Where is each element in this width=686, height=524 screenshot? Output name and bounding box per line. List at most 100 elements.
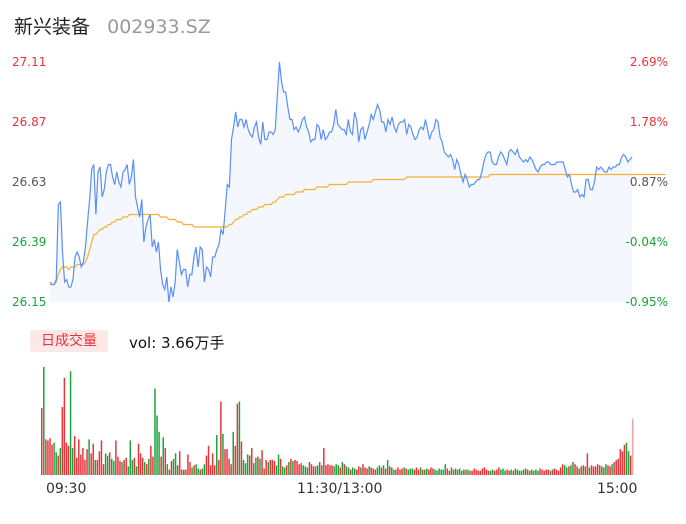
volume-bar [294, 459, 296, 475]
volume-bar [339, 467, 342, 475]
volume-bar [510, 469, 512, 475]
volume-bar [170, 460, 173, 475]
volume-bar [302, 465, 304, 475]
volume-badge-row: 日成交量 [30, 330, 108, 354]
volume-bar [164, 448, 167, 475]
volume-bar [168, 469, 171, 475]
volume-bar [261, 450, 263, 475]
volume-bar [310, 464, 313, 475]
volume-bar [88, 439, 90, 475]
volume-bar [224, 449, 226, 475]
time-label-open: 09:30 [46, 481, 87, 497]
volume-bar [312, 466, 315, 475]
daily-volume-tab[interactable]: 日成交量 [30, 330, 108, 352]
stock-header: 新兴装备 002933.SZ [14, 12, 211, 38]
volume-bar [127, 466, 129, 475]
volume-bar [183, 469, 185, 475]
price-tick-label: 26.39 [12, 235, 46, 249]
volume-bar [415, 467, 418, 475]
volume-bar [535, 469, 537, 475]
percent-tick-label: -0.04% [626, 235, 668, 249]
volume-bar [314, 466, 317, 475]
volume-bar [413, 469, 416, 475]
volume-bar [625, 442, 628, 475]
volume-bar [376, 467, 379, 475]
volume-bar [189, 462, 191, 475]
volume-bar [253, 463, 255, 475]
volume-bar [549, 470, 552, 475]
volume-bar [53, 442, 55, 475]
volume-bar [543, 470, 545, 475]
volume-bar [337, 465, 339, 475]
volume-bar [477, 470, 479, 475]
volume-bar [191, 467, 193, 475]
volume-bar [275, 465, 278, 475]
volume-bar [594, 466, 597, 475]
volume-bar [386, 459, 389, 475]
volume-bar [434, 469, 436, 475]
volume-bar [90, 453, 92, 475]
volume-bar [487, 470, 490, 475]
volume-bar [629, 455, 632, 475]
volume-bar [197, 468, 199, 475]
volume-bar [545, 469, 547, 475]
volume-bar [174, 453, 177, 475]
volume-bar [283, 467, 286, 475]
volume-bar [108, 452, 111, 475]
volume-bar [162, 437, 164, 475]
volume-bar [195, 464, 197, 475]
volume-bar [203, 464, 206, 475]
volume-bar [92, 443, 94, 475]
volume-bar [512, 470, 514, 475]
volume-readout: vol: 3.66万手 [129, 334, 225, 352]
volume-bar [578, 468, 580, 475]
volume-bar [156, 415, 158, 475]
volume-bar [104, 453, 107, 475]
volume-bar [570, 465, 572, 475]
volume-bar [493, 470, 496, 475]
volume-bar [430, 467, 432, 475]
volume-bar [65, 442, 68, 475]
volume-bar [621, 451, 624, 475]
volume-bar [121, 462, 123, 475]
volume-bar [358, 466, 360, 475]
volume-bar [238, 401, 241, 475]
volume-bar [230, 464, 232, 475]
volume-bar [553, 468, 556, 475]
volume-bar [456, 469, 459, 475]
volume-bar [611, 464, 613, 475]
volume-bar [555, 469, 558, 475]
volume-bar [57, 455, 59, 475]
volume-bar [71, 448, 74, 475]
volume-bar [356, 469, 358, 475]
volume-bar [187, 454, 189, 475]
volume-bar [246, 454, 249, 475]
volume-bar [185, 469, 187, 475]
volume-bar [226, 449, 228, 475]
volume-bar [290, 458, 292, 475]
volume-bar [566, 467, 568, 475]
volume-bar [522, 469, 525, 475]
volume-bar [454, 468, 457, 475]
volume-bar [47, 440, 49, 475]
volume-bar [218, 459, 220, 475]
volume-bar [391, 467, 393, 475]
volume-bar [288, 462, 290, 475]
volume-bar [498, 467, 500, 475]
volume-bar [236, 403, 239, 475]
percent-tick-label: -0.95% [626, 295, 668, 309]
volume-bar [541, 469, 543, 475]
volume-bar [619, 449, 622, 475]
volume-bar [259, 458, 261, 475]
volume-bar [131, 459, 134, 475]
volume-bar [150, 445, 152, 475]
volume-bar [353, 468, 356, 475]
volume-bar [539, 468, 541, 475]
volume-bar [201, 468, 204, 475]
volume-bar [444, 464, 447, 475]
volume-bar [436, 470, 438, 475]
volume-bar [323, 448, 325, 475]
percent-tick-label: 1.78% [630, 115, 668, 129]
volume-bar [271, 459, 274, 475]
volume-bar [351, 467, 354, 475]
